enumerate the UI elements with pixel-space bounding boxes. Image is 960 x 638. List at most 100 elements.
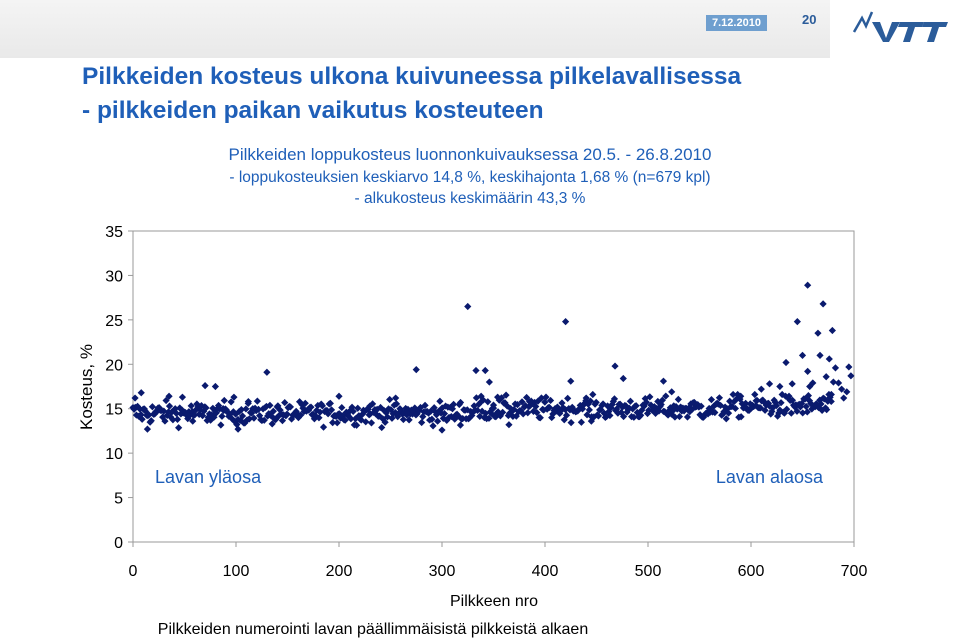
data-point	[845, 363, 853, 371]
data-point	[737, 392, 745, 400]
x-tick-label: 600	[738, 563, 765, 580]
data-point	[838, 385, 846, 393]
data-point	[673, 405, 681, 413]
data-point	[807, 399, 815, 408]
data-point	[704, 410, 712, 418]
data-point	[619, 374, 627, 383]
data-point	[477, 398, 485, 406]
data-point	[456, 398, 465, 407]
data-point	[211, 382, 219, 391]
data-point	[761, 406, 769, 414]
x-tick-label: 300	[429, 563, 456, 580]
data-point	[757, 385, 765, 393]
data-point	[434, 417, 442, 425]
data-point	[429, 422, 437, 430]
data-point	[266, 401, 274, 409]
data-point	[400, 409, 409, 417]
data-point	[711, 408, 719, 417]
data-point	[780, 409, 789, 417]
data-point	[589, 390, 597, 399]
y-tick-label: 35	[105, 224, 123, 241]
data-point	[826, 393, 834, 401]
data-point	[613, 405, 621, 413]
data-point	[662, 392, 670, 400]
data-point	[618, 403, 627, 411]
data-point	[665, 407, 673, 415]
data-point	[648, 406, 656, 414]
page-number: 20	[802, 12, 817, 27]
data-point	[494, 393, 502, 401]
annotation-top: Lavan yläosa	[155, 467, 262, 487]
data-point	[428, 415, 436, 423]
data-point	[494, 408, 502, 416]
data-point	[560, 416, 568, 424]
data-point	[654, 397, 662, 406]
data-point	[655, 407, 663, 415]
data-point	[189, 417, 197, 425]
data-point	[318, 402, 326, 410]
data-point	[235, 408, 243, 416]
data-point	[484, 398, 492, 406]
data-point	[816, 351, 824, 359]
data-point	[549, 410, 557, 418]
data-point	[783, 405, 791, 413]
data-point	[742, 399, 750, 407]
data-point	[561, 405, 570, 414]
data-point	[804, 281, 812, 289]
data-point	[812, 400, 820, 408]
data-point	[373, 405, 381, 413]
data-point	[470, 402, 478, 410]
data-point	[335, 410, 344, 418]
data-point	[263, 368, 271, 376]
data-point	[448, 405, 457, 413]
data-point	[716, 401, 725, 410]
y-tick-label: 30	[105, 268, 123, 285]
data-point	[294, 414, 303, 422]
data-point	[551, 405, 559, 413]
data-point	[752, 402, 760, 410]
data-point	[616, 400, 624, 408]
data-point	[203, 416, 211, 425]
data-point	[818, 406, 826, 415]
data-point	[843, 388, 851, 396]
data-point	[145, 411, 153, 419]
data-point	[562, 318, 570, 326]
data-point	[567, 377, 575, 385]
data-point	[797, 399, 806, 408]
data-point	[421, 401, 429, 410]
data-point	[439, 414, 447, 422]
data-point	[351, 415, 360, 423]
data-point	[809, 379, 817, 387]
data-point	[148, 403, 156, 411]
data-point	[176, 404, 184, 412]
data-point	[788, 380, 796, 388]
data-point	[254, 405, 263, 413]
data-point	[847, 372, 855, 380]
data-point	[226, 410, 234, 419]
x-tick-label: 200	[326, 563, 353, 580]
data-point	[172, 409, 180, 417]
data-point	[418, 418, 426, 427]
data-point	[688, 405, 696, 414]
data-point	[697, 402, 705, 410]
data-point	[496, 412, 504, 420]
data-point	[273, 403, 281, 411]
data-point	[606, 411, 614, 420]
data-point	[367, 419, 376, 427]
data-point	[278, 417, 287, 425]
chart-title: Pilkkeiden loppukosteus luonnonkuivaukse…	[229, 145, 712, 164]
data-point	[710, 402, 718, 410]
data-point	[564, 394, 572, 402]
data-point	[299, 404, 307, 412]
data-point	[767, 410, 775, 418]
data-point	[825, 355, 833, 363]
data-point	[324, 410, 332, 418]
data-point	[353, 421, 361, 429]
data-point	[438, 404, 446, 412]
data-point	[626, 397, 635, 405]
data-point	[664, 411, 672, 419]
data-point	[796, 403, 805, 411]
data-point	[724, 409, 733, 417]
x-tick-label: 700	[841, 563, 868, 580]
data-point	[241, 419, 249, 427]
